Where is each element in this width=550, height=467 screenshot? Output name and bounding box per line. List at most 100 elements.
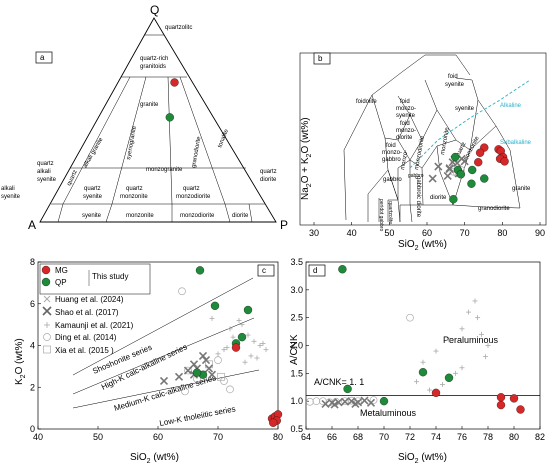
field-quartz-rich: quartz-rich [140, 56, 168, 62]
tas-foid-syenite-2: syenite [445, 82, 465, 88]
legend-qp-marker [41, 277, 51, 287]
ytick-label: 2.0 [290, 341, 303, 351]
point-shao [330, 400, 339, 409]
point-xia-et-al-2015- [217, 372, 225, 381]
tas-foid-monzo-diorite-1: foid [400, 121, 410, 127]
panel-d-xlabel: SiO2 (wt%) [398, 452, 447, 465]
tas-field-lines [343, 54, 521, 223]
vertex-q: Q [150, 3, 159, 17]
field-granite: granite [140, 102, 159, 108]
tas-foid-syenite-1: foid [448, 74, 458, 80]
ytick-label: 8 [30, 257, 35, 267]
point-qp [338, 265, 347, 274]
field-quartz-syenite-q: quartz [84, 186, 101, 192]
field-quartz-diorite-d: diorite [260, 177, 277, 183]
point-qp [468, 165, 477, 175]
tas-subalkaline-label: Subalkaline [500, 140, 532, 146]
xtick-label: 60 [422, 228, 432, 238]
field-quartzolitc: quartzolitc [165, 25, 192, 31]
ytick-label: 6 [30, 299, 35, 309]
ytick-label: 0 [30, 424, 35, 434]
xtick-label: 74 [431, 432, 441, 442]
point-kamaunji [414, 379, 419, 385]
legend-this-study: This study [92, 272, 128, 281]
point-shao-et-al-2017- [189, 360, 199, 369]
field-quartz-alkali-syenite: quartz [37, 161, 54, 167]
panel-c-points [159, 266, 283, 427]
point-kamaunji-et-al-2021- [248, 353, 254, 359]
point-shao-et-al-2017- [159, 376, 169, 386]
point-shao [460, 157, 469, 166]
tas-foid-monzo-syenite-3: syenite [396, 113, 416, 119]
legend-kamaunji-marker [44, 322, 50, 328]
tas-monzo-diorite: monzodiorite [414, 135, 426, 171]
field-granodiorite: granodiorite [191, 135, 203, 168]
point-ding [306, 397, 314, 406]
panel-d-points [306, 265, 525, 414]
vertex-p: P [280, 218, 288, 232]
ytick-label: 2.5 [290, 313, 303, 323]
point-mg [475, 148, 485, 157]
point-shao [340, 397, 350, 406]
point-ding [347, 396, 356, 405]
ytick-label: 4 [30, 341, 35, 351]
panel-b-xlabel: SiO2 (wt%) [398, 239, 447, 252]
legend-kamaunji: Kamaunji et al. (2021) [55, 321, 134, 330]
xtick-label: 72 [405, 432, 415, 442]
point-ding [341, 397, 349, 406]
point-kamaunji [479, 331, 484, 337]
tas-foid-monzo-gabbro-3: gabbro [382, 157, 401, 163]
xtick-label: 90 [535, 228, 545, 238]
panel-c-xlabel: SiO2 (wt%) [130, 452, 179, 465]
point-kamaunji [485, 343, 491, 348]
xtick-label: 40 [347, 228, 357, 238]
point-ding-et-al-2014- [220, 377, 228, 385]
ytick-label: 0.5 [290, 424, 303, 434]
tas-monzo-gabbro-2: gabbro [408, 173, 424, 179]
point-qp [467, 179, 476, 188]
point-mg [500, 157, 509, 166]
point-kamaunji-et-al-2021- [209, 315, 215, 321]
xtick-label: 70 [379, 432, 389, 442]
point-mg [516, 405, 525, 414]
point-ding [319, 397, 327, 406]
point-shao [366, 398, 376, 407]
panel-b-points [428, 143, 509, 204]
legend-mg: MG [55, 266, 68, 275]
tas-syenite: syenite [455, 106, 475, 112]
tas-monzonite: monzonite [440, 126, 451, 155]
point-kamaunji [472, 298, 478, 304]
point-kamaunji-et-al-2021- [227, 326, 233, 332]
point-kamaunji-et-al-2021- [230, 334, 236, 340]
tas-peridot-gabbro: peridot gabbro [378, 199, 384, 231]
xtick-label: 80 [497, 228, 507, 238]
point-qp [456, 170, 466, 179]
panel-c-letter: c [262, 266, 266, 275]
point-qp [379, 397, 389, 406]
legend-xia-marker [43, 345, 51, 354]
point-kamaunji-et-al-2021- [215, 351, 221, 357]
point-kamaunji-et-al-2021- [224, 345, 230, 351]
point-ding [312, 397, 321, 406]
point-qp [243, 305, 253, 315]
point-qp [480, 174, 489, 183]
point-kamaunji [427, 387, 432, 393]
point-qp [210, 301, 220, 310]
legend-xia: Xia et al. (2015 ) [55, 346, 114, 355]
point-ding [354, 397, 362, 406]
point-shao-et-al-2017- [198, 351, 208, 361]
xtick-label: 60 [153, 432, 163, 442]
field-syenogranite: syenogranite [126, 125, 138, 161]
xtick-label: 50 [384, 228, 394, 238]
tas-foidolite: foidolite [356, 99, 377, 105]
panel-c-axes: 40 50 60 70 80 0 2 4 6 8 [30, 257, 283, 442]
xtick-label: 64 [301, 432, 311, 442]
line-medium-high [72, 317, 255, 395]
point-kamaunji-et-al-2021- [221, 347, 227, 353]
legend-ding-marker [43, 333, 51, 341]
xtick-label: 80 [509, 432, 519, 442]
line-low-medium [72, 369, 260, 409]
field-monzogranite: monzogranite [146, 167, 183, 173]
field-quartz-monzonite-m: monzonite [120, 194, 148, 200]
field-syenite: syenite [82, 213, 102, 219]
